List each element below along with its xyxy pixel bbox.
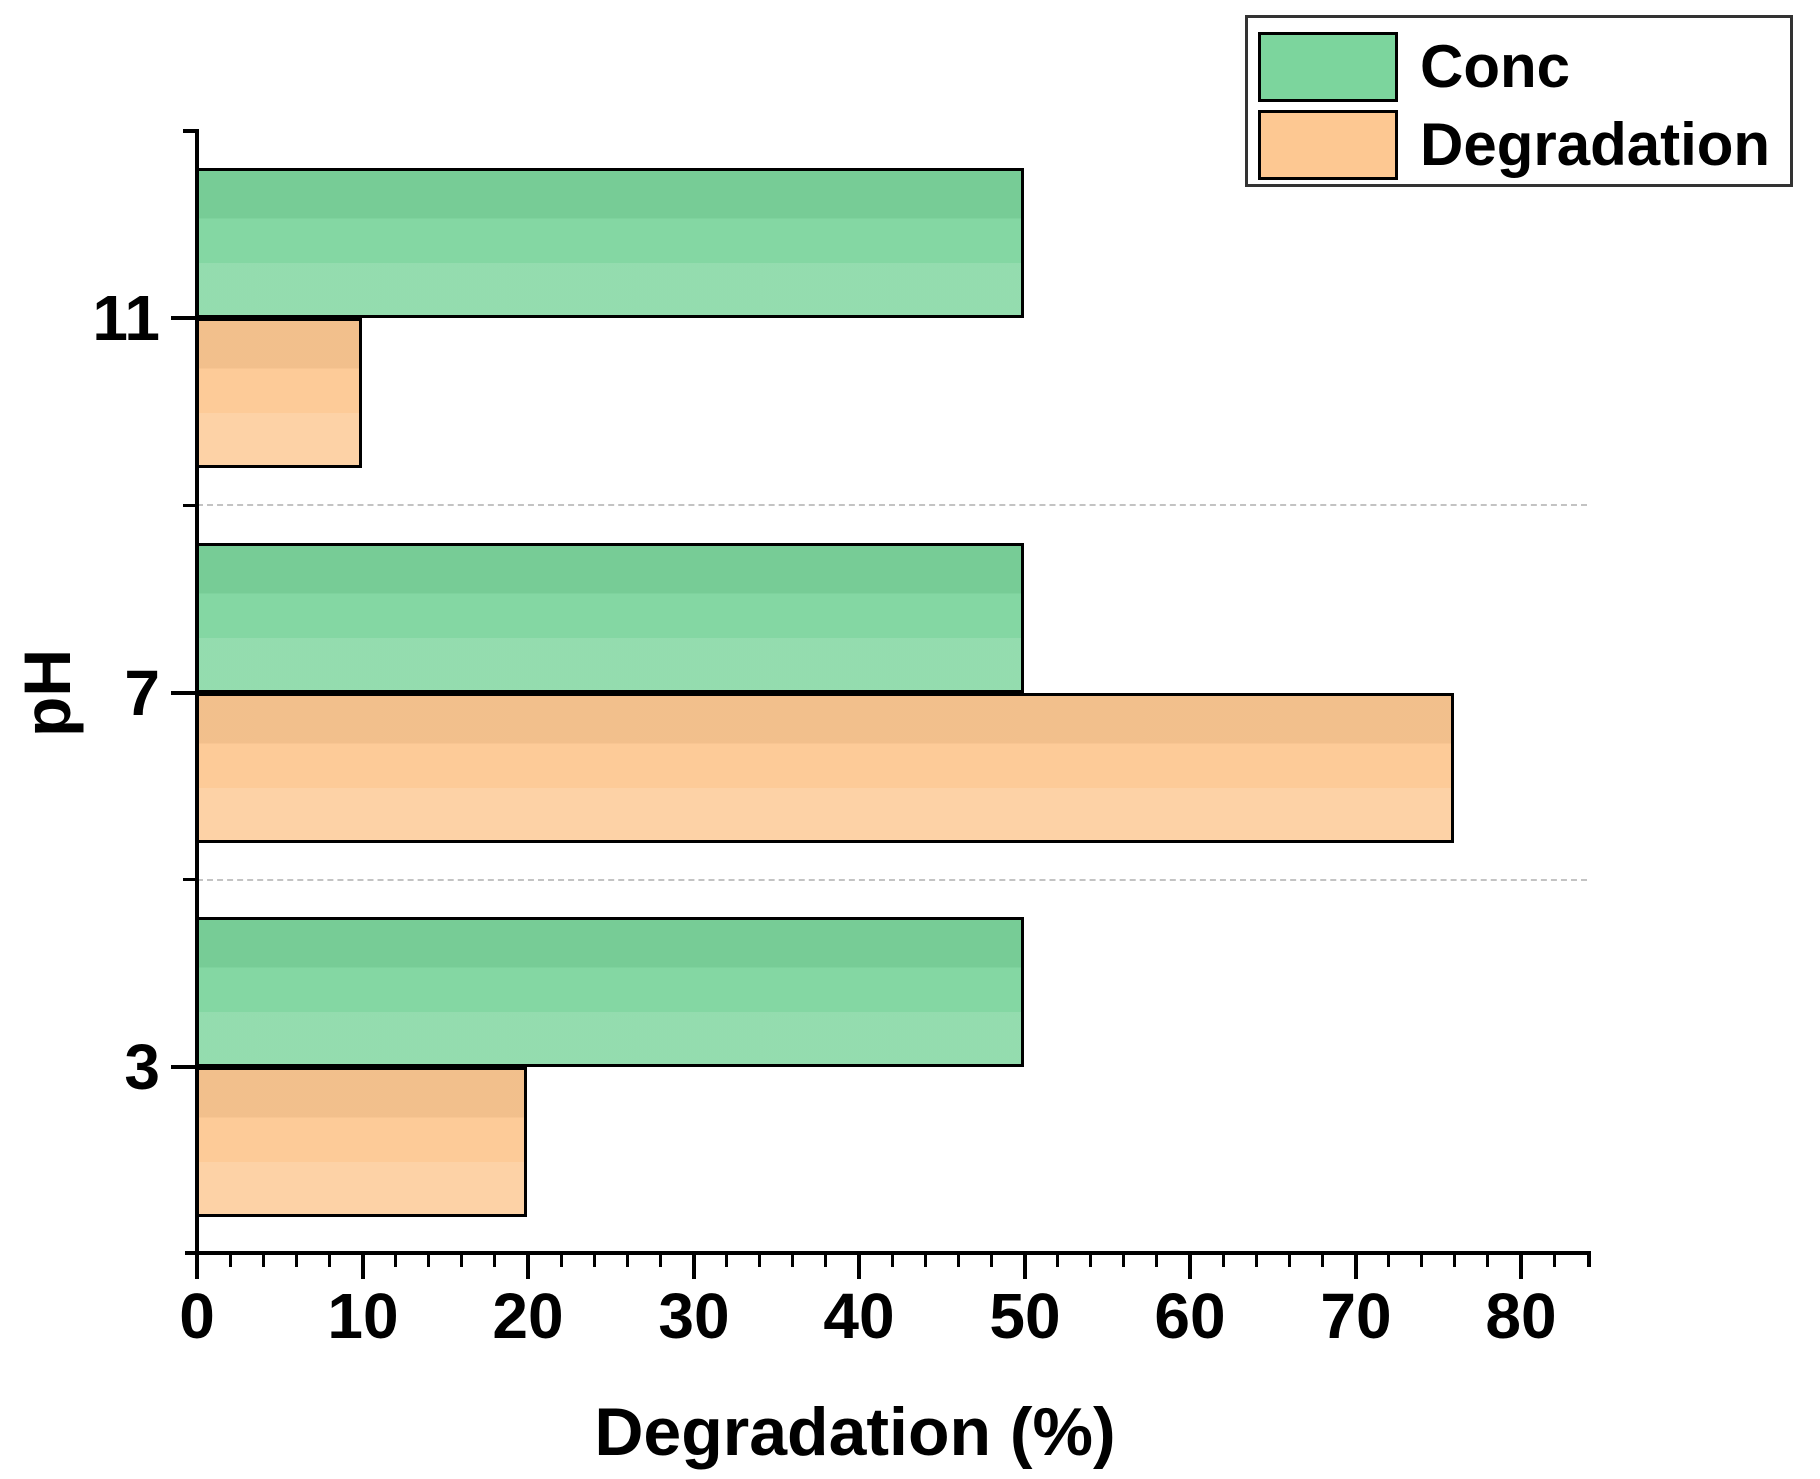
x-minor-tick: [1122, 1255, 1125, 1267]
x-axis-title: Degradation (%): [594, 1394, 1116, 1470]
x-major-tick: [195, 1255, 199, 1279]
x-tick-label: 60: [1154, 1280, 1226, 1352]
legend-swatch-conc: [1258, 32, 1398, 102]
x-minor-tick: [1056, 1255, 1059, 1267]
x-minor-tick: [1321, 1255, 1324, 1267]
x-minor-tick: [1222, 1255, 1225, 1267]
x-axis-end-cap: [1587, 1251, 1591, 1267]
y-tick-label: 7: [124, 657, 160, 729]
x-minor-tick: [1420, 1255, 1423, 1267]
y-minor-tick: [183, 130, 195, 133]
y-major-tick: [171, 1065, 195, 1069]
x-major-tick: [361, 1255, 365, 1279]
x-minor-tick: [924, 1255, 927, 1267]
x-minor-tick: [394, 1255, 397, 1267]
legend-entry-degradation: Degradation: [1258, 110, 1770, 180]
bar-degradation-ph7: [196, 693, 1454, 843]
x-major-tick: [526, 1255, 530, 1279]
x-major-tick: [1519, 1255, 1523, 1279]
x-minor-tick: [725, 1255, 728, 1267]
y-axis-line: [195, 129, 199, 1257]
x-minor-tick: [1155, 1255, 1158, 1267]
legend-label-degradation: Degradation: [1420, 111, 1771, 178]
y-tick-label: 3: [124, 1031, 160, 1103]
x-minor-tick: [262, 1255, 265, 1267]
bar-degradation-ph11: [196, 318, 362, 468]
x-minor-tick: [891, 1255, 894, 1267]
x-minor-tick: [427, 1255, 430, 1267]
x-tick-label: 30: [658, 1280, 730, 1352]
bar-conc-ph3: [196, 917, 1024, 1067]
x-tick-label: 50: [989, 1280, 1061, 1352]
x-minor-tick: [990, 1255, 993, 1267]
x-major-tick: [1354, 1255, 1358, 1279]
x-minor-tick: [659, 1255, 662, 1267]
x-minor-tick: [626, 1255, 629, 1267]
x-minor-tick: [1089, 1255, 1092, 1267]
x-minor-tick: [229, 1255, 232, 1267]
x-minor-tick: [460, 1255, 463, 1267]
x-tick-label: 20: [492, 1280, 564, 1352]
x-minor-tick: [1486, 1255, 1489, 1267]
category-separator-gridline: [197, 879, 1587, 881]
y-minor-tick: [183, 878, 195, 881]
x-minor-tick: [328, 1255, 331, 1267]
x-major-tick: [692, 1255, 696, 1279]
x-major-tick: [857, 1255, 861, 1279]
legend-swatch-degradation: [1258, 110, 1398, 180]
x-minor-tick: [791, 1255, 794, 1267]
y-major-tick: [171, 316, 195, 320]
x-minor-tick: [1288, 1255, 1291, 1267]
bar-conc-ph11: [196, 168, 1024, 318]
x-minor-tick: [1453, 1255, 1456, 1267]
y-axis-title: pH: [10, 649, 84, 737]
x-tick-label: 10: [327, 1280, 399, 1352]
x-tick-label: 80: [1485, 1280, 1557, 1352]
x-minor-tick: [1553, 1255, 1556, 1267]
legend: Conc Degradation: [1245, 15, 1793, 187]
x-minor-tick: [758, 1255, 761, 1267]
bar-conc-ph7: [196, 543, 1024, 693]
x-tick-label: 70: [1320, 1280, 1392, 1352]
legend-entry-conc: Conc: [1258, 32, 1570, 102]
x-minor-tick: [1387, 1255, 1390, 1267]
x-minor-tick: [493, 1255, 496, 1267]
y-minor-tick: [183, 504, 195, 507]
x-minor-tick: [824, 1255, 827, 1267]
x-minor-tick: [560, 1255, 563, 1267]
y-tick-label: 11: [92, 282, 160, 354]
x-major-tick: [1023, 1255, 1027, 1279]
bar-degradation-ph3: [196, 1067, 527, 1217]
x-minor-tick: [1255, 1255, 1258, 1267]
x-tick-label: 40: [823, 1280, 895, 1352]
y-major-tick: [171, 691, 195, 695]
category-separator-gridline: [197, 504, 1587, 506]
x-minor-tick: [957, 1255, 960, 1267]
x-minor-tick: [295, 1255, 298, 1267]
x-axis-line: [185, 1251, 1591, 1255]
x-major-tick: [1188, 1255, 1192, 1279]
x-minor-tick: [593, 1255, 596, 1267]
x-tick-label: 0: [179, 1280, 215, 1352]
legend-label-conc: Conc: [1420, 33, 1570, 100]
